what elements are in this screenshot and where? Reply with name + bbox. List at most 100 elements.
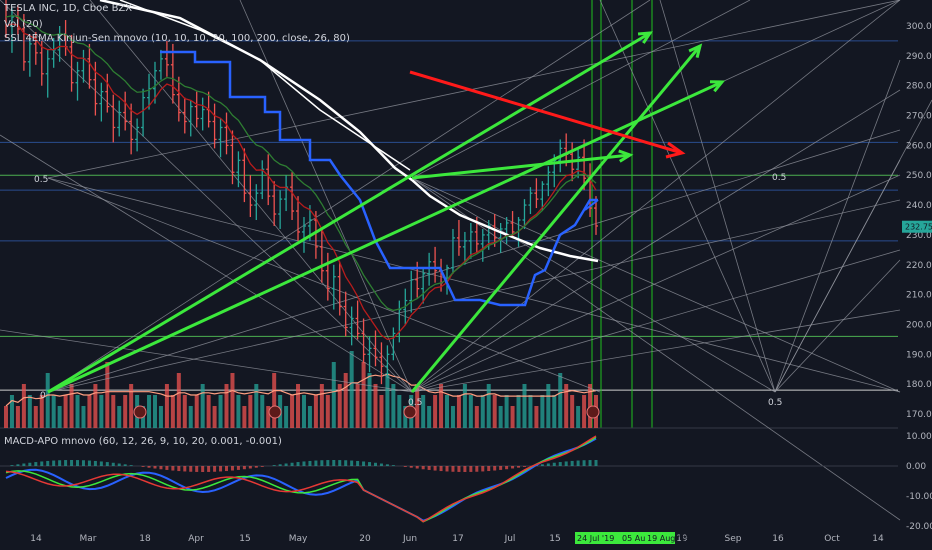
- macd-hist-bar-16: [99, 461, 103, 466]
- volume-bar-52: [313, 395, 318, 428]
- volume-bar-5: [33, 406, 38, 428]
- macd-hist-bar-27: [165, 466, 169, 470]
- macd-hist-bar-33: [201, 466, 205, 472]
- volume-bar-50: [301, 395, 306, 428]
- macd-hist-bar-9: [58, 460, 62, 466]
- macd-hist-bar-18: [111, 462, 115, 466]
- green-arrowhead-1: [709, 80, 726, 93]
- volume-bar-7: [45, 373, 50, 428]
- earnings-marker-2: [403, 405, 417, 419]
- macd-hist-bar-86: [517, 466, 521, 468]
- volume-bar-78: [468, 395, 473, 428]
- volume-bar-56: [337, 384, 342, 428]
- volume-bar-59: [355, 384, 360, 428]
- macd-hist-bar-56: [338, 460, 342, 466]
- fan-line-3: [47, 199, 901, 393]
- volume-bar-19: [117, 406, 122, 428]
- macd-hist-bar-71: [427, 466, 431, 470]
- price-tick-8: 220.00: [906, 261, 932, 271]
- volume-bar-33: [200, 384, 205, 428]
- time-tick-15: 14: [872, 534, 884, 544]
- macd-hist-bar-54: [326, 460, 330, 466]
- macd-hist-bar-75: [451, 466, 455, 472]
- price-tick-4: 260.00: [906, 141, 932, 151]
- fan-line-17: [774, 259, 901, 393]
- macd-hist-bar-30: [183, 466, 187, 472]
- macd-pane: [0, 435, 898, 523]
- price-tick-6: 240.00: [906, 201, 932, 211]
- volume-bar-25: [152, 395, 157, 428]
- fan-line-5: [47, 177, 901, 393]
- volume-bar-8: [51, 395, 56, 428]
- volume-bar-17: [105, 362, 110, 428]
- volume-bar-21: [129, 384, 134, 428]
- macd-hist-bar-90: [540, 464, 544, 466]
- macd-hist-bar-77: [463, 466, 467, 472]
- price-tick-0: 300.00: [906, 22, 932, 32]
- last-price-label: 232.75: [905, 223, 932, 232]
- macd-tick-1: 0.00: [906, 462, 926, 472]
- volume-bar-62: [373, 384, 378, 428]
- volume-bar-31: [188, 406, 193, 428]
- indicator-overlay-layer: [5, 0, 726, 419]
- macd-hist-bar-7: [46, 460, 50, 466]
- date-tag-0: 24 Jul '19: [577, 534, 614, 543]
- fib-label-left-mid: 0.5: [34, 175, 48, 185]
- macd-hist-bar-62: [373, 462, 377, 466]
- macd-hist-bar-48: [290, 462, 294, 466]
- fan-line-16: [774, 59, 901, 393]
- date-tag-1: 05 Aug '19: [622, 534, 665, 543]
- fan-line-14: [411, 0, 751, 179]
- macd-hist-bar-10: [64, 460, 68, 466]
- time-tick-8: 17: [452, 534, 463, 544]
- macd-hist-bar-2: [16, 464, 20, 466]
- time-tick-10: 15: [549, 534, 560, 544]
- volume-bar-96: [576, 406, 581, 428]
- time-axis: 14 Mar 18 Apr 15 May 20 Jun 17 Jul 15 19 Sep 16 Oct 14 2…: [30, 532, 884, 544]
- macd-hist-bar-47: [284, 463, 288, 466]
- volume-bar-9: [57, 406, 62, 428]
- candles-layer: [5, 0, 598, 385]
- red-arrowhead: [665, 141, 686, 159]
- volume-bar-90: [540, 395, 545, 428]
- time-tick-3: Apr: [188, 534, 204, 544]
- fan-line-2: [47, 129, 901, 393]
- earnings-marker-3: [586, 405, 600, 419]
- volume-bar-0: [4, 406, 8, 428]
- time-tick-14: Oct: [824, 534, 840, 544]
- volume-bar-67: [403, 406, 408, 428]
- volume-bar-57: [343, 373, 348, 428]
- volume-bar-89: [534, 406, 539, 428]
- fan-line-21: [89, 0, 413, 393]
- macd-hist-bar-76: [457, 466, 461, 472]
- volume-bar-64: [385, 373, 390, 428]
- macd-hist-bar-40: [242, 466, 246, 470]
- macd-hist-bar-13: [81, 460, 85, 466]
- fan-line-12: [411, 177, 901, 393]
- macd-hist-bar-98: [588, 460, 592, 466]
- volume-bar-97: [582, 395, 587, 428]
- volume-bar-4: [27, 395, 32, 428]
- fan-line-6: [47, 0, 901, 179]
- volume-bar-70: [421, 395, 426, 428]
- fib-label-left-base: 0: [40, 391, 46, 401]
- macd-hist-bar-43: [260, 466, 264, 467]
- macd-hist-bar-45: [272, 465, 276, 466]
- macd-hist-bar-65: [391, 465, 395, 466]
- date-tag-bg-1: [620, 532, 652, 544]
- time-tick-4: 15: [239, 534, 250, 544]
- macd-hist-bar-85: [511, 466, 515, 469]
- macd-hist-bar-11: [70, 460, 74, 466]
- volume-bar-55: [331, 362, 336, 428]
- volume-bar-16: [99, 395, 104, 428]
- green-arrowhead-0: [637, 31, 653, 44]
- volume-bar-53: [319, 384, 324, 428]
- volume-bar-36: [218, 395, 223, 428]
- macd-hist-bar-79: [475, 466, 479, 472]
- time-tick-7: Jun: [402, 534, 417, 544]
- vol-legend: Vol (20): [4, 19, 43, 30]
- volume-bar-1: [9, 395, 14, 428]
- price-tick-3: 270.00: [906, 112, 932, 122]
- volume-bar-69: [415, 384, 420, 428]
